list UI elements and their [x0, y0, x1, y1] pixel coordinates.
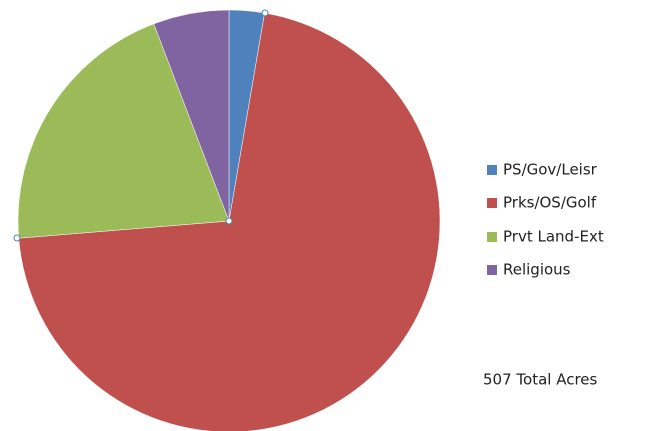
legend-label: Prvt Land-Ext — [503, 228, 604, 246]
legend-label: PS/Gov/Leisr — [503, 161, 598, 179]
legend-swatch — [487, 232, 497, 242]
selection-handles — [13, 9, 269, 242]
annotation: 507 Total Acres — [483, 371, 598, 389]
legend-swatch — [487, 265, 497, 275]
slice — [153, 9, 230, 222]
slice — [17, 23, 230, 239]
legend: PS/Gov/Leisr Prks/OS/Golf Prvt Land-Ext Rel… — [487, 161, 604, 279]
legend-label: Prks/OS/Golf — [503, 194, 597, 212]
handle — [13, 234, 21, 242]
handle — [261, 9, 269, 17]
legend-label: Religious — [503, 261, 571, 279]
legend-swatch — [487, 165, 497, 175]
handle — [225, 217, 233, 225]
legend-swatch — [487, 198, 497, 208]
